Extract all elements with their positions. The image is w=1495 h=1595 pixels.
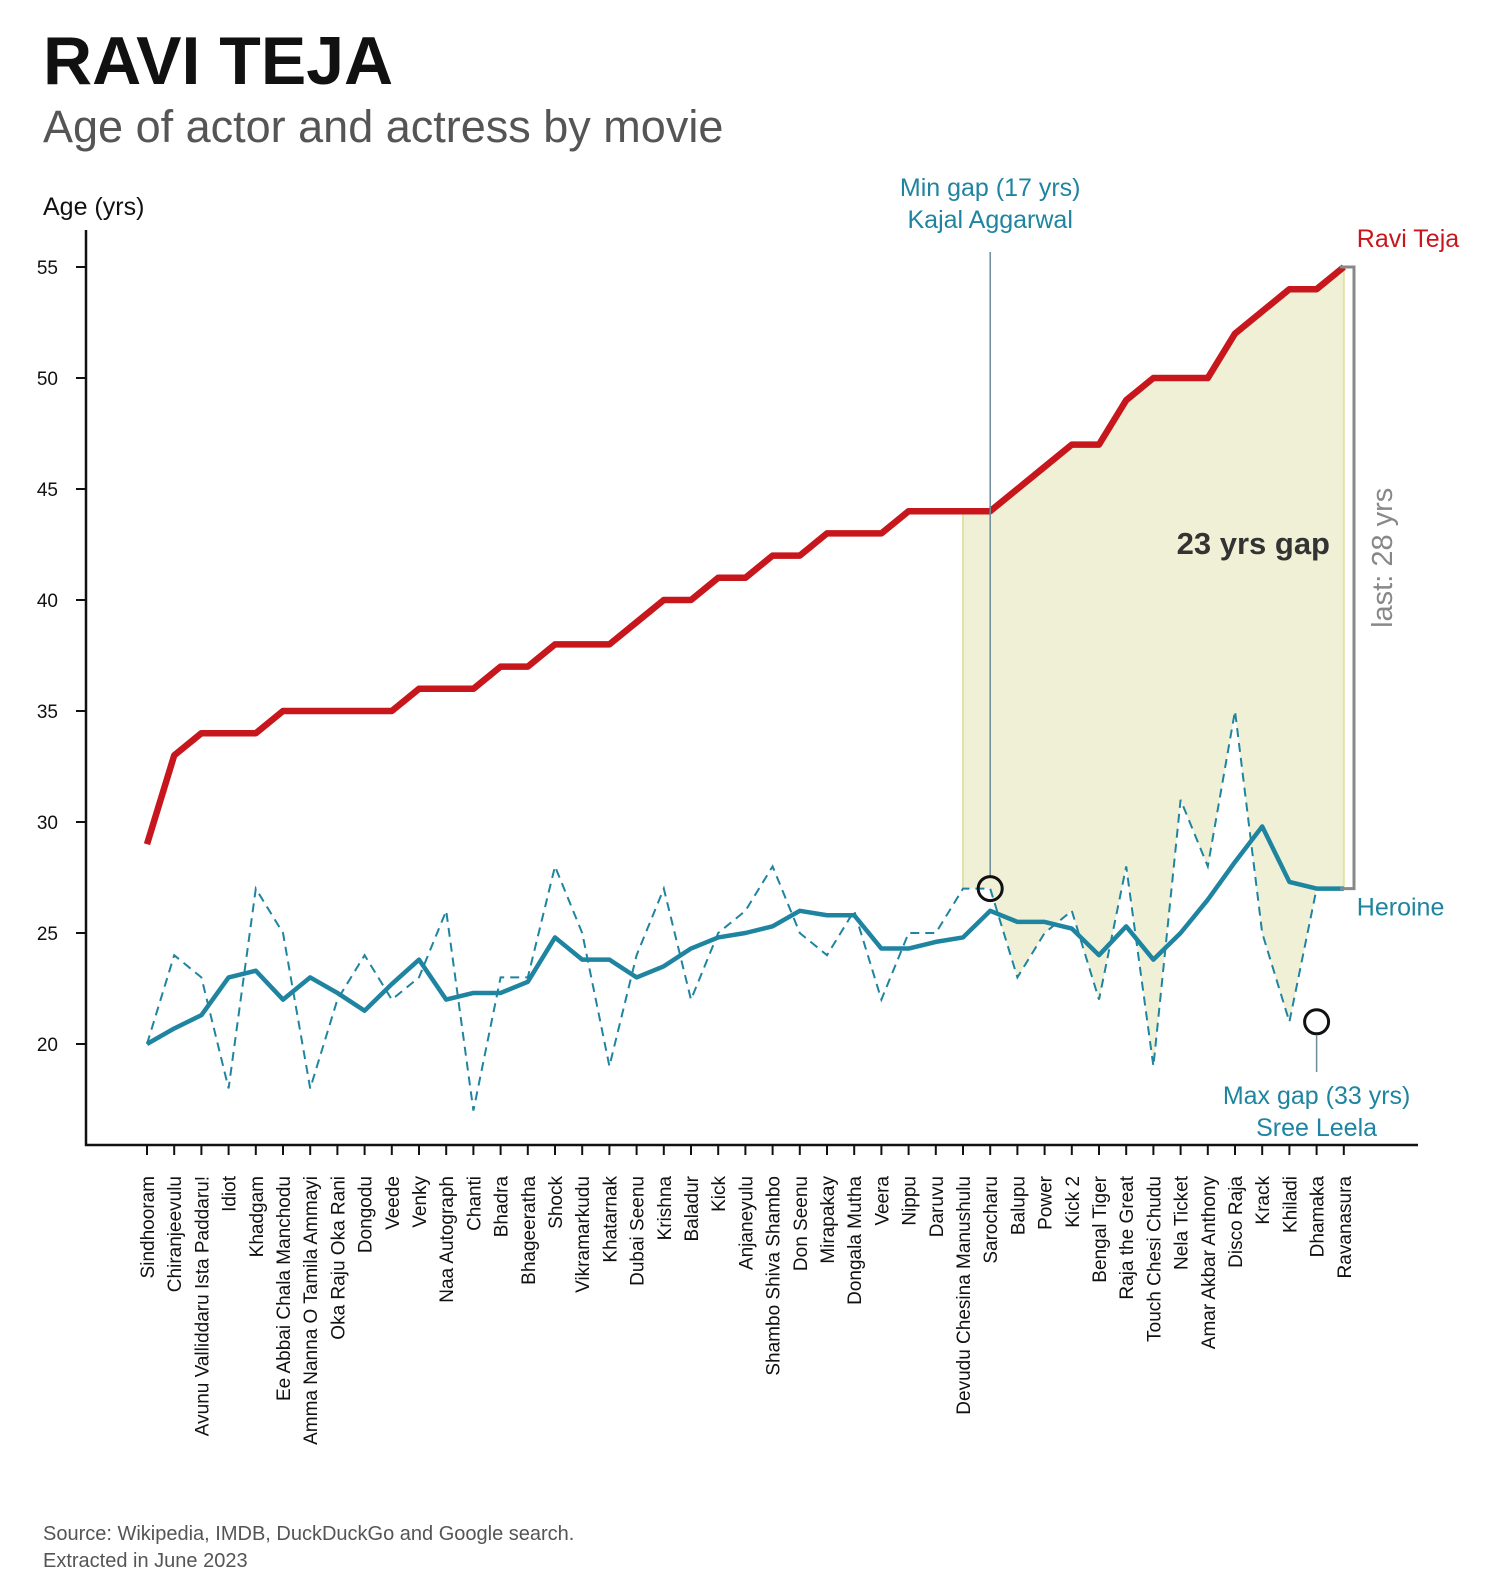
x-tick-label: Dubai Seenu [628,1176,649,1286]
heroine-series-label: Heroine [1357,894,1445,922]
x-tick-label: Balupu [1008,1176,1029,1235]
x-tick-label: Ee Abbai Chala Manchodu [274,1176,295,1401]
chart-subtitle: Age of actor and actress by movie [43,101,724,152]
y-tick-label: 20 [37,1035,58,1056]
x-tick-label: Ravanasura [1335,1176,1356,1279]
max-gap-marker [1303,1008,1331,1036]
x-tick-label: Amar Akbar Anthony [1199,1176,1220,1350]
x-tick-label: Don Seenu [791,1176,812,1271]
x-tick-label: Chanti [464,1176,485,1231]
source-line-2: Extracted in June 2023 [43,1550,248,1572]
y-tick-label: 50 [37,369,58,390]
x-tick-label: Chiranjeevulu [165,1176,186,1292]
max-gap-name: Sree Leela [1256,1114,1377,1142]
x-tick-label: Khadgam [247,1176,268,1257]
x-tick-label: Bhadra [492,1176,513,1238]
gap-label: 23 yrs gap [1177,526,1330,561]
x-tick-label: Shock [546,1176,567,1229]
x-tick-label: Dhamaka [1308,1176,1329,1258]
x-tick-label: Touch Chesi Chudu [1144,1176,1165,1342]
x-tick-label: Nippu [900,1176,921,1226]
x-tick-label: Bengal Tiger [1090,1175,1111,1282]
y-tick-label: 30 [37,813,58,834]
x-tick-label: Dongala Mutha [845,1176,866,1305]
actor-age-line [143,264,1346,846]
x-tick-label: Krack [1253,1176,1274,1225]
actor-series-label: Ravi Teja [1357,225,1459,253]
y-tick-label: 35 [37,702,58,723]
x-tick-label: Idiot [220,1175,241,1212]
y-tick-label: 40 [37,591,58,612]
x-tick-label: Nela Ticket [1172,1175,1193,1270]
x-tick-label: Naa Autograph [437,1176,458,1303]
x-tick-label: Mirapakay [818,1176,839,1264]
heroine-age-line-dashed [146,710,1344,1111]
source-line-1: Source: Wikipedia, IMDB, DuckDuckGo and … [43,1523,575,1545]
x-tick-label: Amma Nanna O Tamila Ammayi [301,1176,322,1445]
x-tick-label: Avunu Valliddaru Ista Paddaru! [192,1176,213,1436]
min-gap-marker [976,875,1004,903]
x-tick-label: Oka Raju Oka Rani [328,1176,349,1340]
x-tick-label: Baladur [682,1175,703,1241]
x-tick-label: Raja the Great [1117,1175,1138,1299]
x-tick-label: Khiladi [1280,1176,1301,1233]
x-tick-label: Sindhooram [138,1176,159,1278]
x-tick-label: Daruvu [927,1176,948,1237]
gap-area [963,267,1344,1067]
y-axis-label: Age (yrs) [43,193,144,221]
y-tick-label: 45 [37,480,58,501]
x-tick-label: Krishna [655,1176,676,1241]
x-tick-label: Veera [872,1176,893,1226]
last-gap-label: last: 28 yrs [1367,488,1399,628]
x-tick-label: Khatarnak [600,1176,621,1263]
y-tick-label: 55 [37,258,58,279]
x-tick-label: Bhageeratha [519,1176,540,1285]
y-tick-label: 25 [37,924,58,945]
last-gap-bracket [1340,265,1356,891]
x-tick-label: Veede [383,1176,404,1230]
min-gap-label: Min gap (17 yrs) [900,174,1081,202]
x-tick-label: Kick 2 [1063,1176,1084,1228]
max-gap-label: Max gap (33 yrs) [1223,1082,1411,1110]
x-tick-label: Anjaneyulu [736,1176,757,1270]
heroine-age-trend-line [145,824,1344,1046]
x-tick-label: Dongodu [356,1176,377,1253]
chart-title: RAVI TEJA [43,23,394,99]
x-tick-label: Devudu Chesina Manushulu [954,1176,975,1415]
x-tick-label: Power [1036,1175,1057,1230]
x-tick-label: Venky [410,1176,431,1228]
x-tick-label: Disco Raja [1226,1176,1247,1268]
min-gap-name: Kajal Aggarwal [908,206,1073,234]
x-tick-label: Vikramarkudu [573,1176,594,1293]
x-tick-label: Sarocharu [981,1176,1002,1264]
x-tick-label: Shambo Shiva Shambo [764,1176,785,1376]
source-note: Source: Wikipedia, IMDB, DuckDuckGo and … [43,1521,574,1575]
x-tick-label: Kick [709,1176,730,1212]
